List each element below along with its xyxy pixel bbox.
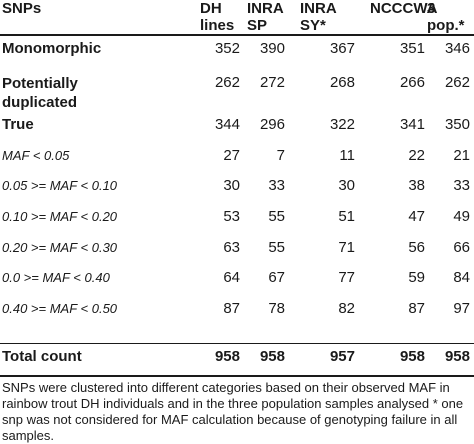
row-value: 77 [338, 269, 355, 286]
row-value: 55 [268, 239, 285, 256]
row-value: 64 [223, 269, 240, 286]
row-value: 272 [259, 74, 285, 91]
row-value: 49 [453, 208, 470, 225]
row-value: 958 [444, 348, 470, 365]
row-value: 30 [338, 177, 355, 194]
row-value: 87 [408, 300, 425, 317]
row-value: 350 [444, 116, 470, 133]
row-value: 268 [329, 74, 355, 91]
row-value: 55 [268, 208, 285, 225]
row-value: 390 [259, 40, 285, 57]
row-value: 47 [408, 208, 425, 225]
header-bottom-rule [0, 34, 474, 36]
row-value: 63 [223, 239, 240, 256]
table-footnote: SNPs were clustered into different categ… [2, 380, 464, 443]
row-value: 262 [214, 74, 240, 91]
row-value: 958 [259, 348, 285, 365]
row-value: 344 [214, 116, 240, 133]
row-value: 84 [453, 269, 470, 286]
row-value: 71 [338, 239, 355, 256]
row-label: 0.05 >= MAF < 0.10 [2, 178, 118, 193]
row-label: 0.0 >= MAF < 0.40 [2, 270, 110, 285]
row-value: 296 [259, 116, 285, 133]
row-value: 367 [329, 40, 355, 57]
row-value: 33 [453, 177, 470, 194]
column-header-3: INRA SY* [300, 0, 337, 34]
column-header-4: NCCCWA [370, 0, 438, 17]
row-value: 87 [223, 300, 240, 317]
row-value: 66 [453, 239, 470, 256]
row-label: Total count [2, 348, 82, 365]
row-value: 30 [223, 177, 240, 194]
row-value: 27 [223, 147, 240, 164]
row-label: True [2, 116, 34, 133]
row-value: 266 [399, 74, 425, 91]
row-label: 0.10 >= MAF < 0.20 [2, 209, 118, 224]
row-value: 322 [329, 116, 355, 133]
row-value: 82 [338, 300, 355, 317]
row-value: 262 [444, 74, 470, 91]
row-value: 21 [453, 147, 470, 164]
row-value: 22 [408, 147, 425, 164]
row-label: Monomorphic [2, 40, 102, 57]
column-header-2: INRA SP [247, 0, 284, 34]
row-label: MAF < 0.05 [2, 148, 70, 163]
total-top-rule [0, 343, 474, 344]
row-value: 67 [268, 269, 285, 286]
row-value: 53 [223, 208, 240, 225]
row-value: 346 [444, 40, 470, 57]
row-value: 341 [399, 116, 425, 133]
row-value: 352 [214, 40, 240, 57]
row-value: 33 [268, 177, 285, 194]
row-value: 38 [408, 177, 425, 194]
column-header-5: 3 pop.* [427, 0, 465, 34]
row-value: 59 [408, 269, 425, 286]
row-value: 78 [268, 300, 285, 317]
row-value: 957 [329, 348, 355, 365]
row-value: 958 [214, 348, 240, 365]
row-value: 51 [338, 208, 355, 225]
row-value: 11 [339, 147, 355, 164]
row-value: 97 [453, 300, 470, 317]
row-value: 56 [408, 239, 425, 256]
column-header-0: SNPs [2, 0, 42, 17]
row-label: 0.40 >= MAF < 0.50 [2, 301, 118, 316]
row-value: 958 [399, 348, 425, 365]
table-bottom-rule [0, 375, 474, 377]
row-label: Potentially duplicated [2, 75, 78, 111]
row-label: 0.20 >= MAF < 0.30 [2, 240, 118, 255]
column-header-1: DH lines [200, 0, 235, 34]
row-value: 351 [399, 40, 425, 57]
row-value: 7 [276, 147, 285, 164]
